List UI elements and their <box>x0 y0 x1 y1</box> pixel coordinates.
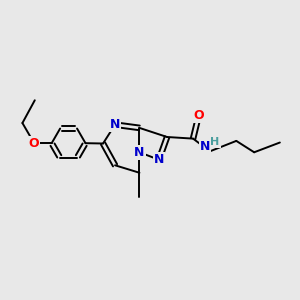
Text: N: N <box>200 140 210 153</box>
Text: O: O <box>193 110 204 122</box>
Text: N: N <box>110 118 120 131</box>
Text: N: N <box>134 146 145 159</box>
Text: O: O <box>29 137 39 150</box>
Text: N: N <box>154 153 164 166</box>
Text: H: H <box>210 137 220 147</box>
